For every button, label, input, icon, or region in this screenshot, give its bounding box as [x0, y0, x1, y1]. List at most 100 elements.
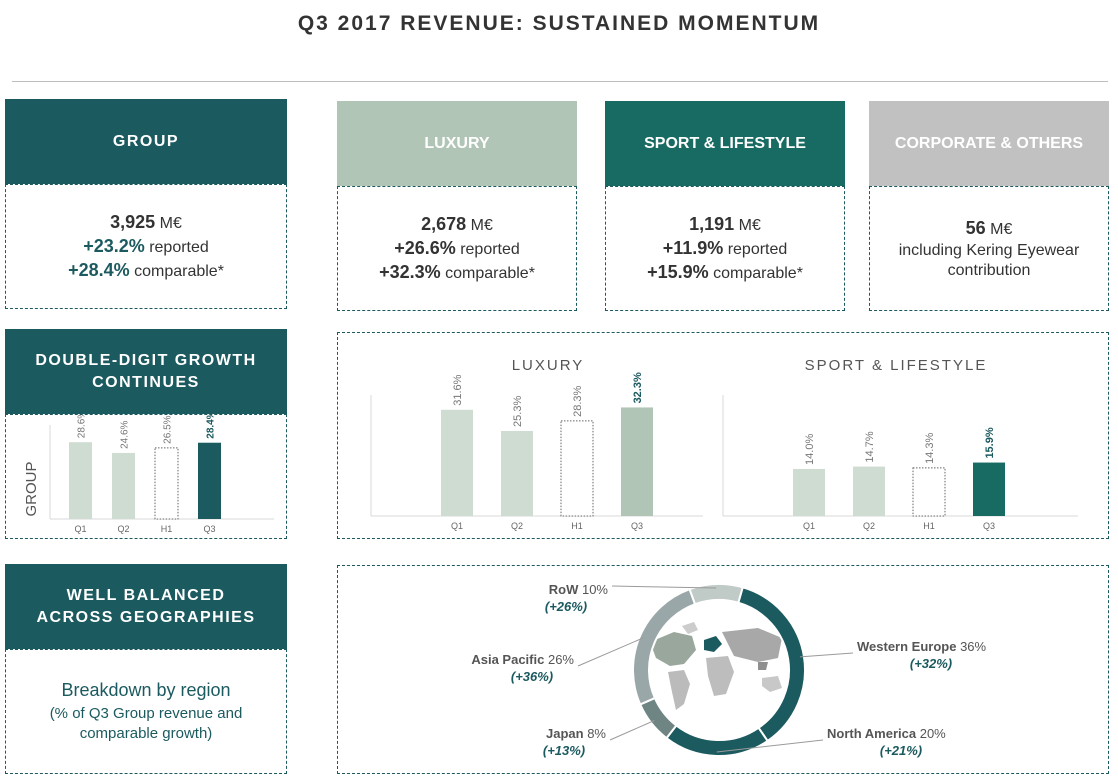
sport-tick-q3: Q3 — [983, 521, 995, 531]
sport-bar-q1 — [793, 468, 825, 516]
region-growth-asia-pacific: (+36%) — [511, 669, 553, 684]
sport-bar-q2 — [853, 466, 885, 516]
group-tick-h1: H1 — [161, 524, 173, 534]
luxury-reported-pct: +26.6% — [394, 237, 456, 258]
leader-japan — [609, 720, 655, 741]
sport-revenue-value: 1,191 — [689, 213, 735, 234]
luxury-header: LUXURY — [337, 101, 577, 186]
corporate-kpi-box: 56 M€ including Kering Eyewear contribut… — [869, 186, 1109, 311]
group-growth-chart: GROUP 28.6% Q1 24.6% Q2 26.5% H1 28.4% Q3 — [23, 415, 274, 534]
corporate-revenue-unit: M€ — [985, 220, 1013, 238]
world-map-region-1 — [650, 632, 696, 666]
corporate-revenue-value: 56 — [965, 217, 986, 238]
group-bar-q3 — [198, 442, 221, 519]
luxury-reported: +26.6% reported — [394, 237, 520, 261]
group-reported-label: reported — [144, 238, 209, 256]
region-label-japan: Japan 8% — [546, 726, 606, 741]
region-share-north-america: 20% — [920, 726, 946, 741]
sport-reported: +11.9% reported — [663, 237, 788, 261]
luxury-label-q1: 31.6% — [452, 374, 464, 405]
corporate-header-label: CORPORATE & OTHERS — [894, 134, 1084, 152]
group-tick-q1: Q1 — [74, 524, 86, 534]
region-name-asia-pacific: Asia Pacific — [471, 652, 548, 667]
world-map-region-4 — [704, 636, 722, 652]
leader-north-america — [716, 739, 824, 753]
sport-revenue: 1,191 M€ — [689, 213, 761, 237]
group-label-q1: 28.6% — [77, 415, 88, 438]
sport-label-q1: 14.0% — [804, 434, 816, 465]
group-reported-pct: +23.2% — [83, 235, 145, 256]
geo-text-line3: comparable growth) — [79, 724, 213, 742]
group-comparable: +28.4% comparable* — [68, 259, 224, 283]
world-map-region-5 — [706, 656, 734, 696]
sport-tick-h1: H1 — [923, 521, 935, 531]
world-map-region-6 — [722, 628, 782, 662]
group-comparable-pct: +28.4% — [68, 259, 130, 280]
luxury-label-q2: 25.3% — [512, 396, 524, 427]
group-bar-h1 — [154, 447, 179, 520]
sport-label-q2: 14.7% — [864, 431, 876, 462]
region-share-row: 10% — [582, 582, 608, 597]
region-label-row: RoW 10% — [549, 582, 609, 597]
donut-slice-row — [688, 583, 744, 606]
region-name-north-america: North America — [827, 726, 920, 741]
region-share-western-europe: 36% — [960, 639, 986, 654]
region-name-western-europe: Western Europe — [857, 639, 960, 654]
sport-reported-pct: +11.9% — [662, 237, 724, 258]
group-bar-q1 — [69, 442, 92, 519]
sport-reported-label: reported — [723, 240, 788, 258]
luxury-bar-h1 — [560, 420, 594, 517]
region-label-asia-pacific: Asia Pacific 26% — [471, 652, 574, 667]
group-chart-box: GROUP 28.6% Q1 24.6% Q2 26.5% H1 28.4% Q3 — [5, 414, 287, 539]
group-bar-q2 — [112, 452, 135, 519]
geo-text-line1: Breakdown by region — [61, 679, 231, 700]
group-comparable-label: comparable* — [129, 262, 224, 280]
luxury-tick-h1: H1 — [571, 521, 583, 531]
luxury-bar-q2 — [501, 430, 533, 516]
luxury-comparable-label: comparable* — [440, 264, 535, 282]
luxury-revenue: 2,678 M€ — [421, 213, 493, 237]
region-donut-chart: Western Europe 36% (+32%) North America 20… — [471, 582, 987, 758]
corporate-header: CORPORATE & OTHERS — [869, 101, 1109, 186]
region-growth-western-europe: (+32%) — [910, 656, 952, 671]
group-label-h1: 26.5% — [163, 415, 174, 443]
region-label-north-america: North America 20% — [827, 726, 946, 741]
geo-header: WELL BALANCED ACROSS GEOGRAPHIES — [5, 564, 287, 649]
world-map-region-7 — [758, 662, 768, 670]
luxury-label-h1: 28.3% — [572, 385, 584, 416]
region-share-asia-pacific: 26% — [548, 652, 574, 667]
group-header-label: GROUP — [112, 132, 180, 150]
sport-comparable: +15.9% comparable* — [647, 261, 803, 285]
group-revenue-value: 3,925 — [110, 211, 156, 232]
region-growth-japan: (+13%) — [543, 743, 585, 758]
group-tick-q2: Q2 — [117, 524, 129, 534]
group-revenue-unit: M€ — [155, 214, 182, 232]
group-label-q2: 24.6% — [120, 420, 131, 448]
leader-western-europe — [799, 652, 854, 658]
luxury-header-label: LUXURY — [424, 134, 490, 152]
sport-label-q3: 15.9% — [984, 427, 996, 458]
sport-header-label: SPORT & LIFESTYLE — [644, 134, 806, 152]
sport-tick-q2: Q2 — [863, 521, 875, 531]
group-revenue: 3,925 M€ — [110, 211, 182, 235]
luxury-tick-q2: Q2 — [511, 521, 523, 531]
group-kpi-box: 3,925 M€ +23.2% reported +28.4% comparab… — [5, 184, 287, 309]
region-share-japan: 8% — [587, 726, 606, 741]
group-tick-q3: Q3 — [203, 524, 215, 534]
leader-row — [611, 585, 717, 589]
sport-bar-h1 — [912, 467, 946, 517]
region-name-row: RoW — [549, 582, 582, 597]
luxury-bar-q3 — [621, 407, 653, 516]
luxury-reported-label: reported — [455, 240, 520, 258]
region-label-western-europe: Western Europe 36% — [857, 639, 987, 654]
world-map-region-8 — [762, 676, 782, 692]
world-map-region-2 — [668, 670, 690, 710]
luxury-bar-q1 — [441, 409, 473, 516]
corporate-note-line1: including Kering Eyewear — [898, 241, 1080, 259]
region-growth-north-america: (+21%) — [880, 743, 922, 758]
group-reported: +23.2% reported — [83, 235, 209, 259]
growth-header-line1: DOUBLE-DIGIT GROWTH — [35, 351, 257, 369]
luxury-revenue-value: 2,678 — [421, 213, 467, 234]
sport-kpi-box: 1,191 M€ +11.9% reported +15.9% comparab… — [605, 186, 845, 311]
growth-header: DOUBLE-DIGIT GROWTH CONTINUES — [5, 329, 287, 414]
